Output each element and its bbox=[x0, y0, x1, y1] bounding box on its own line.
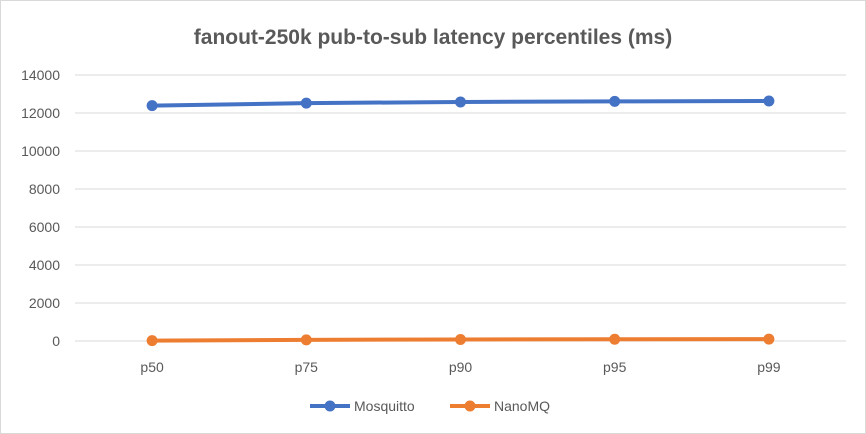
y-tick-label: 6000 bbox=[29, 219, 60, 235]
x-tick-label: p99 bbox=[757, 359, 781, 375]
chart-title: fanout-250k pub-to-sub latency percentil… bbox=[194, 26, 672, 49]
data-point-nanomq bbox=[763, 333, 775, 345]
data-point-mosquitto bbox=[455, 96, 466, 108]
y-tick-label: 14000 bbox=[21, 67, 60, 83]
data-point-mosquitto bbox=[300, 97, 312, 109]
x-tick-label: p50 bbox=[140, 359, 164, 375]
y-tick-label: 12000 bbox=[21, 105, 60, 121]
data-point-nanomq bbox=[455, 333, 466, 345]
data-point-nanomq bbox=[609, 333, 621, 345]
legend-label: NanoMQ bbox=[494, 398, 550, 414]
data-point-mosquitto bbox=[609, 95, 621, 107]
y-tick-label: 8000 bbox=[29, 181, 60, 197]
x-tick-label: p95 bbox=[603, 359, 627, 375]
legend-marker bbox=[464, 400, 476, 412]
y-tick-label: 4000 bbox=[29, 257, 60, 273]
y-tick-label: 10000 bbox=[21, 143, 60, 159]
y-tick-label: 0 bbox=[52, 333, 60, 349]
y-tick-label: 2000 bbox=[29, 295, 60, 311]
x-tick-label: p75 bbox=[295, 359, 319, 375]
x-tick-label: p90 bbox=[449, 359, 473, 375]
data-point-nanomq bbox=[300, 334, 312, 346]
legend-marker bbox=[324, 400, 336, 412]
data-point-mosquitto bbox=[763, 95, 775, 107]
legend-label: Mosquitto bbox=[354, 398, 415, 414]
data-point-nanomq bbox=[146, 335, 158, 347]
data-point-mosquitto bbox=[146, 100, 158, 112]
